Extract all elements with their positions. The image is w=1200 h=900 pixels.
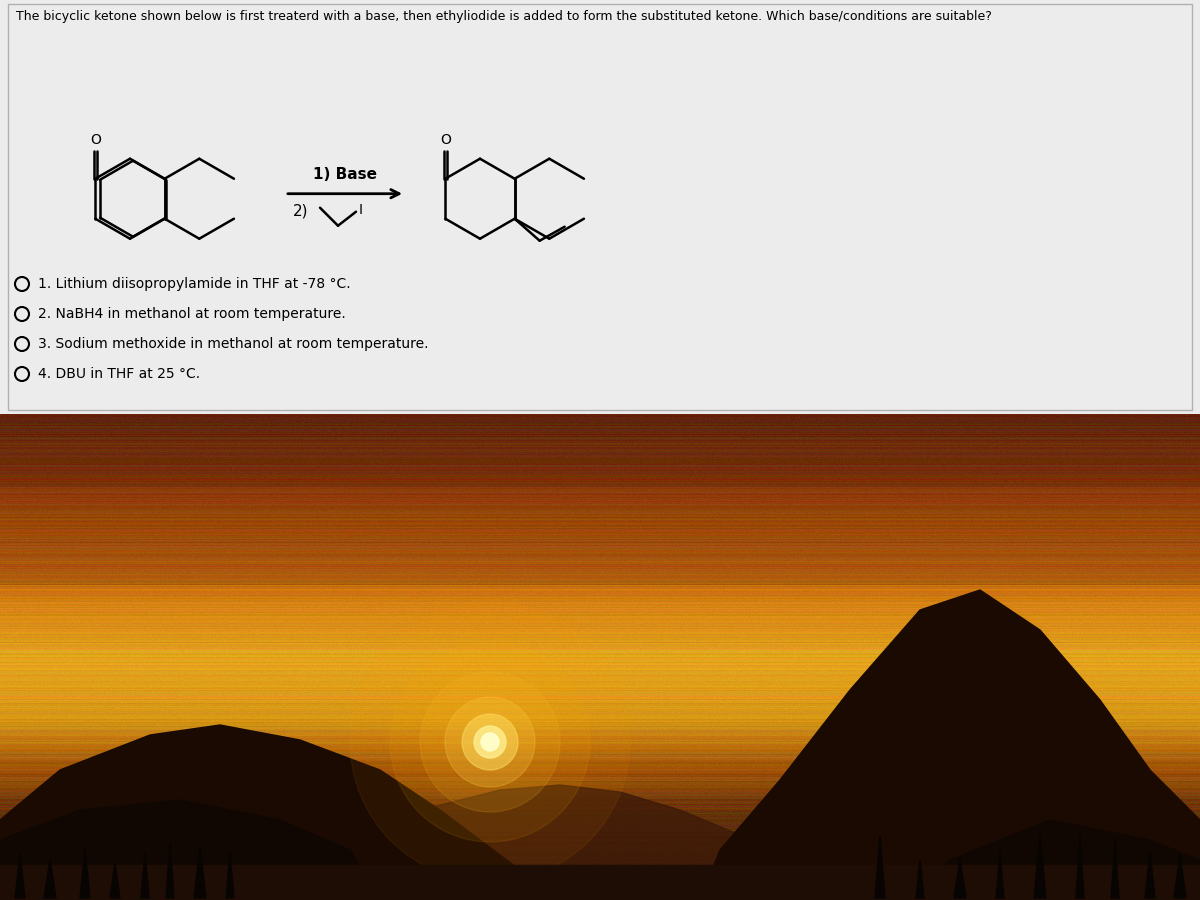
Bar xyxy=(0,0,1200,414)
Polygon shape xyxy=(996,852,1004,898)
Polygon shape xyxy=(1034,835,1046,898)
Text: 4. DBU in THF at 25 °C.: 4. DBU in THF at 25 °C. xyxy=(38,367,200,381)
Circle shape xyxy=(481,733,499,751)
Polygon shape xyxy=(954,858,966,898)
Text: I: I xyxy=(359,202,364,217)
Polygon shape xyxy=(44,859,56,898)
Polygon shape xyxy=(0,865,1200,900)
Circle shape xyxy=(350,602,630,882)
Circle shape xyxy=(445,697,535,787)
Polygon shape xyxy=(300,785,800,900)
Text: The bicyclic ketone shown below is first treaterd with a base, then ethyliodide : The bicyclic ketone shown below is first… xyxy=(16,10,992,23)
Polygon shape xyxy=(0,725,520,900)
Polygon shape xyxy=(875,836,886,898)
Polygon shape xyxy=(1111,840,1120,898)
Text: 3. Sodium methoxide in methanol at room temperature.: 3. Sodium methoxide in methanol at room … xyxy=(38,337,428,351)
Text: 1) Base: 1) Base xyxy=(313,166,377,182)
Polygon shape xyxy=(0,800,380,900)
Polygon shape xyxy=(916,860,924,898)
Polygon shape xyxy=(900,820,1200,900)
Polygon shape xyxy=(80,848,90,898)
Polygon shape xyxy=(194,845,206,898)
Polygon shape xyxy=(226,852,234,898)
Polygon shape xyxy=(166,843,174,898)
Circle shape xyxy=(462,714,518,770)
Circle shape xyxy=(420,672,560,812)
Polygon shape xyxy=(1145,852,1154,898)
Polygon shape xyxy=(1076,835,1084,898)
Text: 2. NaBH4 in methanol at room temperature.: 2. NaBH4 in methanol at room temperature… xyxy=(38,307,346,321)
Polygon shape xyxy=(110,862,120,898)
Text: 1. Lithium diisopropylamide in THF at -78 °C.: 1. Lithium diisopropylamide in THF at -7… xyxy=(38,277,350,291)
Text: 2): 2) xyxy=(293,203,308,219)
Polygon shape xyxy=(1174,854,1186,898)
Polygon shape xyxy=(700,590,1200,900)
Text: O: O xyxy=(440,132,451,147)
Circle shape xyxy=(390,642,590,842)
Polygon shape xyxy=(14,854,25,898)
Text: O: O xyxy=(90,132,101,147)
Bar xyxy=(8,4,1192,410)
Polygon shape xyxy=(142,853,149,898)
Circle shape xyxy=(474,726,506,758)
